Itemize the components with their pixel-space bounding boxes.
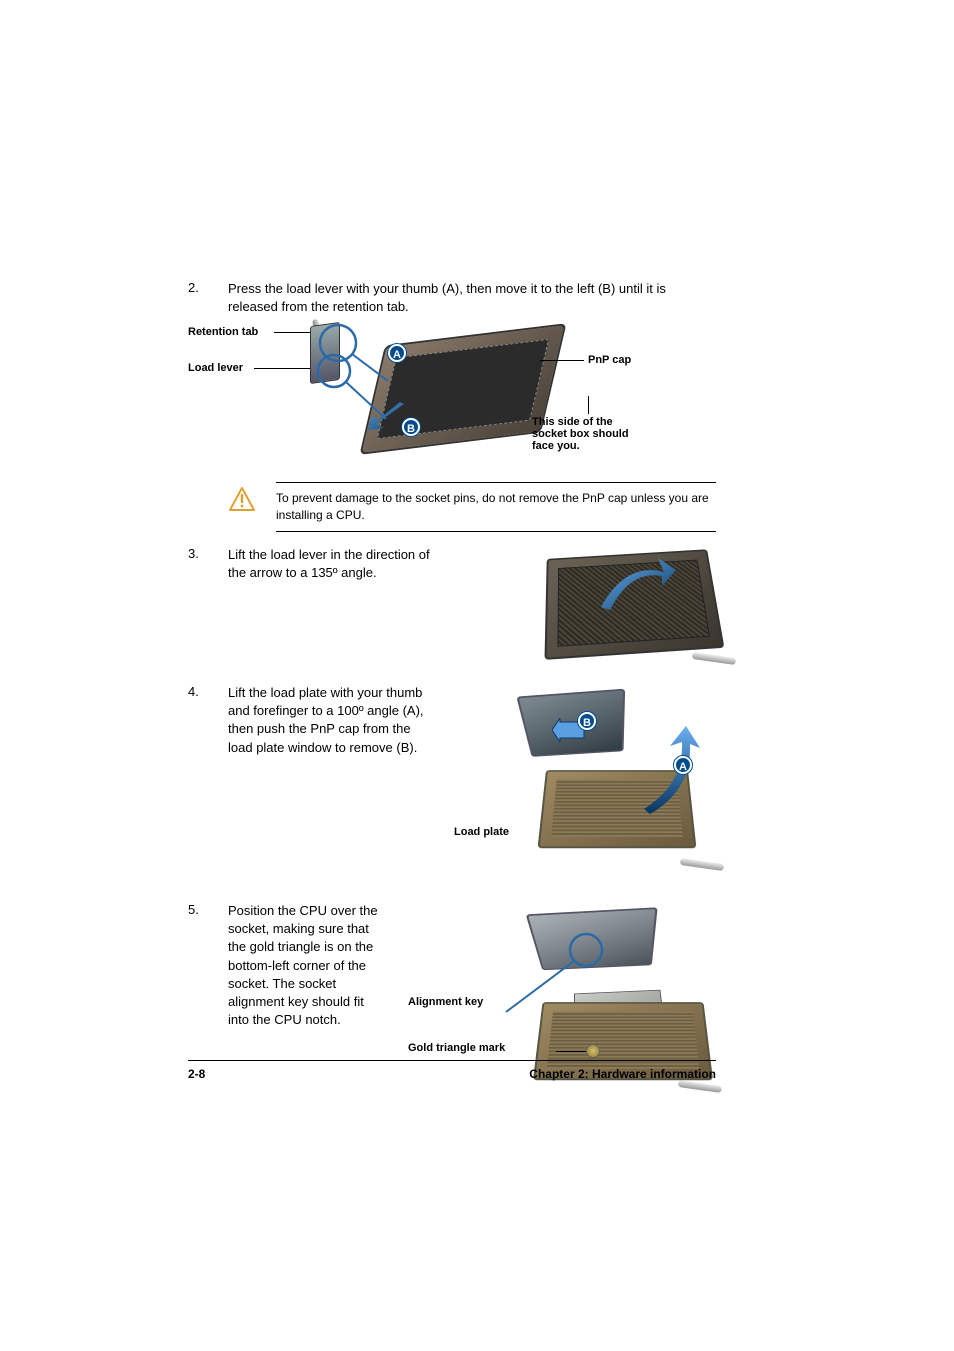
label-load-plate: Load plate bbox=[454, 826, 509, 838]
leader-line bbox=[588, 396, 589, 414]
warning-icon bbox=[228, 486, 256, 514]
step-2: 2. Press the load lever with your thumb … bbox=[188, 280, 716, 316]
lift-arrow-icon bbox=[586, 552, 676, 622]
step-number: 4. bbox=[188, 684, 228, 874]
step-text: Lift the load plate with your thumb and … bbox=[228, 684, 438, 874]
diagram-step2: Retention tab Load lever A B PnP cap Thi… bbox=[188, 326, 716, 466]
diagram-step3 bbox=[546, 546, 716, 656]
leader-line bbox=[540, 360, 584, 361]
lift-arrow-icon bbox=[634, 724, 704, 814]
label-pnp-cap: PnP cap bbox=[588, 354, 631, 366]
label-load-lever: Load lever bbox=[188, 362, 243, 374]
step-number: 3. bbox=[188, 546, 228, 656]
marker-a: A bbox=[674, 756, 692, 774]
diagram-step4: B A bbox=[506, 684, 716, 874]
label-gold-triangle: Gold triangle mark bbox=[408, 1042, 505, 1054]
label-retention-tab: Retention tab bbox=[188, 326, 258, 338]
page-number: 2-8 bbox=[188, 1067, 205, 1081]
callout-svg bbox=[308, 321, 508, 461]
step-text: Lift the load lever in the direction of … bbox=[228, 546, 438, 656]
step-number: 2. bbox=[188, 280, 228, 316]
marker-b: B bbox=[578, 712, 596, 730]
chapter-title: Chapter 2: Hardware information bbox=[529, 1067, 716, 1081]
caution-text: To prevent damage to the socket pins, do… bbox=[276, 486, 716, 528]
arrow-b-icon bbox=[366, 402, 406, 432]
callout-svg bbox=[476, 922, 616, 1032]
label-alignment-key: Alignment key bbox=[408, 996, 483, 1008]
label-socket-face: This side of the socket box should face … bbox=[532, 416, 629, 452]
leader-line bbox=[254, 368, 316, 369]
page-footer: 2-8 Chapter 2: Hardware information bbox=[188, 1060, 716, 1081]
step-text: Press the load lever with your thumb (A)… bbox=[228, 280, 716, 316]
step-3-row: 3. Lift the load lever in the direction … bbox=[188, 546, 716, 656]
gold-triangle-graphic bbox=[586, 1044, 600, 1058]
step-4-row: 4. Lift the load plate with your thumb a… bbox=[188, 684, 716, 874]
caution-box: To prevent damage to the socket pins, do… bbox=[228, 486, 716, 528]
